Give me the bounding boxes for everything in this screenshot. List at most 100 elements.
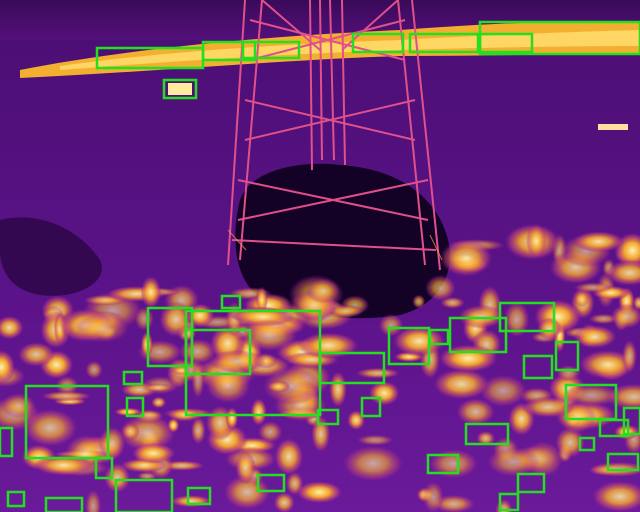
detection-box [241, 40, 301, 60]
detection-box [622, 406, 640, 436]
hot-patch [613, 424, 639, 440]
detection-box [360, 396, 382, 418]
detection-box [564, 383, 618, 421]
detection-box [387, 326, 431, 366]
hot-patch [121, 422, 140, 441]
hot-patch [521, 396, 575, 418]
hot-patch [368, 380, 401, 406]
detection-box [220, 294, 242, 310]
hot-patch [378, 313, 404, 337]
hot-patch [190, 416, 206, 445]
hot-patch [103, 462, 131, 494]
hot-patch [295, 480, 343, 504]
hot-patch [257, 420, 283, 444]
hot-patch [274, 437, 304, 476]
detection-boxes [0, 20, 640, 512]
hot-patch [191, 362, 205, 399]
small-warm-object [168, 83, 192, 95]
detection-box [448, 316, 508, 354]
detection-box [351, 32, 405, 54]
warm-strip-core [60, 30, 640, 70]
detection-box [476, 32, 534, 54]
hot-patch [85, 360, 103, 380]
distant-warm-spot [598, 124, 628, 130]
hot-patch [85, 489, 102, 512]
hot-patch [341, 445, 405, 482]
detection-box [6, 490, 26, 508]
hot-patch [536, 317, 562, 341]
hot-patch [439, 239, 493, 277]
hot-patch [328, 371, 348, 408]
hot-patch [605, 259, 640, 286]
hot-patch [151, 396, 167, 409]
detection-box [44, 496, 84, 512]
hot-patch [261, 366, 322, 406]
detection-box [578, 436, 596, 452]
detection-box [516, 472, 546, 494]
hot-patch [356, 434, 395, 446]
hot-patch [486, 446, 540, 477]
hot-patch [425, 274, 457, 302]
detection-box [122, 370, 144, 386]
detection-box [554, 340, 580, 372]
detection-box [598, 418, 630, 438]
detection-box [0, 426, 14, 458]
hot-patch [554, 426, 586, 459]
hot-patch [355, 367, 401, 379]
hot-patch [169, 494, 213, 508]
hot-patch [311, 415, 331, 453]
hot-patch [526, 223, 547, 259]
detection-box [162, 78, 198, 100]
hot-patch [40, 391, 92, 402]
hot-patch [572, 325, 618, 349]
hot-patch [98, 426, 127, 460]
hot-patch [142, 383, 173, 393]
detection-box [114, 478, 174, 512]
hot-patch [33, 454, 94, 476]
hot-patch [178, 338, 218, 365]
hot-patch [134, 306, 155, 331]
detection-box [316, 408, 340, 426]
hot-patch [392, 325, 446, 357]
hot-patch [428, 448, 479, 479]
hot-patch [479, 374, 528, 408]
detection-box [24, 384, 110, 460]
hot-patch [573, 290, 590, 308]
hot-patch [75, 313, 130, 343]
detection-box [464, 422, 510, 446]
detection-box [498, 301, 556, 333]
hot-patch [591, 480, 640, 512]
detection-box [318, 351, 386, 385]
detection-box [94, 456, 114, 480]
detection-box [606, 452, 640, 472]
hot-patch [0, 315, 24, 340]
hot-patch [208, 349, 267, 373]
detection-box [498, 492, 520, 512]
hot-patch [273, 491, 296, 512]
detection-box [522, 354, 554, 380]
pylon-highlights [227, 229, 443, 261]
hot-patch [166, 408, 202, 422]
detection-box [201, 40, 257, 62]
detection-box [186, 486, 212, 506]
hot-patch [578, 349, 637, 380]
detection-box [256, 473, 286, 493]
detection-box [125, 396, 145, 418]
hot-patch [346, 410, 366, 431]
hot-patch [131, 442, 177, 464]
hot-patch [225, 407, 239, 430]
hot-patch [140, 275, 162, 309]
hot-patch [205, 367, 252, 404]
hot-patch [622, 339, 637, 373]
detection-box [146, 306, 194, 368]
shadow [0, 217, 102, 296]
hot-patch [476, 430, 496, 446]
hot-patch [306, 278, 340, 304]
hot-patch [255, 286, 268, 313]
hot-patch [17, 341, 56, 367]
hot-patch [158, 301, 194, 338]
hot-patch [412, 294, 426, 309]
hot-patch [266, 380, 291, 393]
